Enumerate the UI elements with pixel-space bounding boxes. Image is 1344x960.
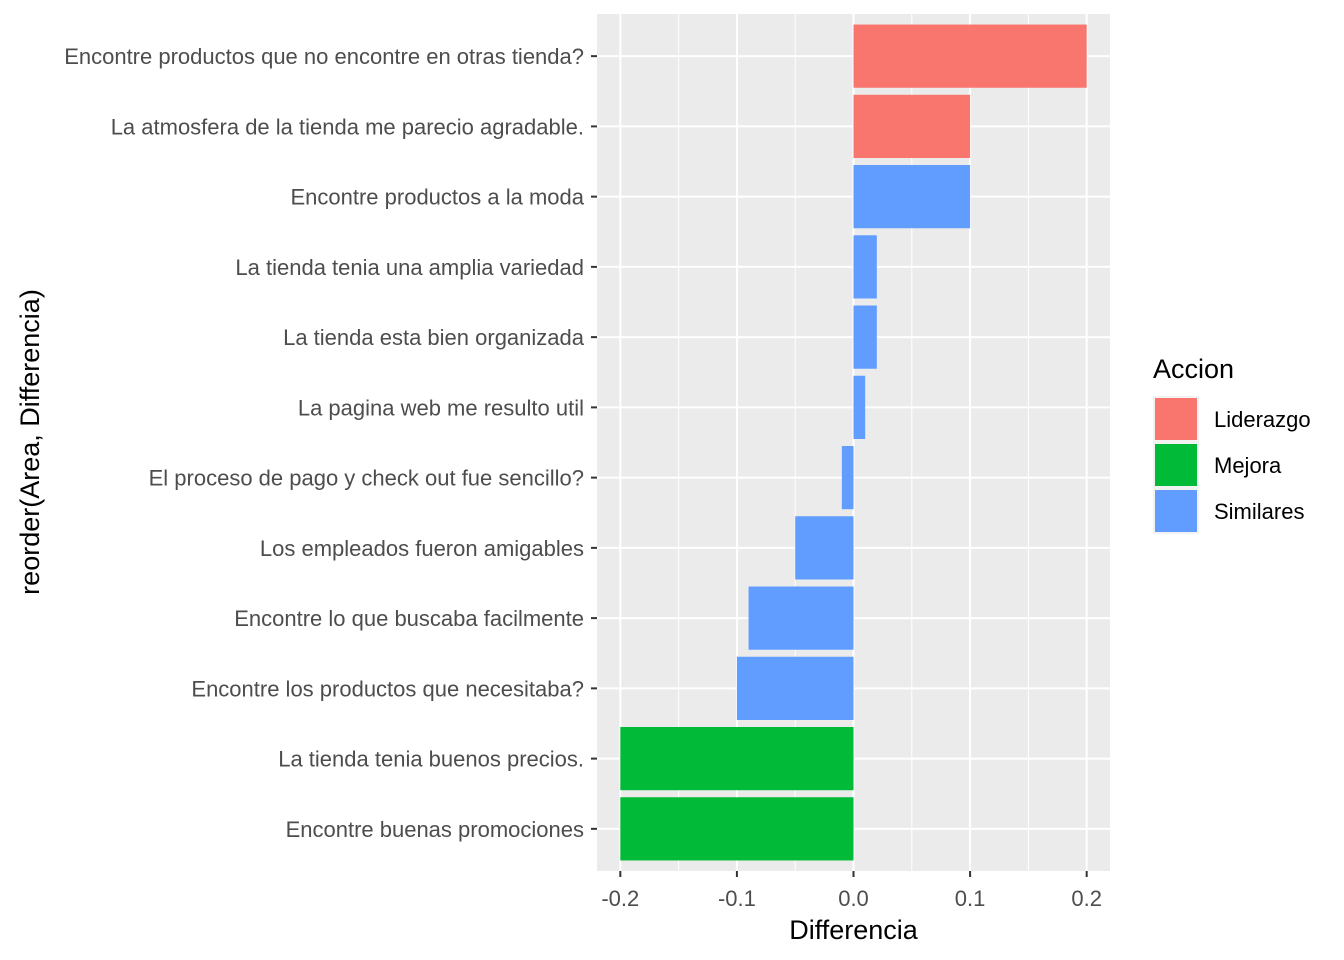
y-tick-label: Los empleados fueron amigables [260, 536, 584, 561]
bar-encontre-buenas-promociones [620, 797, 854, 861]
bar-la-atmosfera-de-la-tienda-me-parecio-agradable [853, 94, 971, 159]
y-tick-label: El proceso de pago y check out fue senci… [149, 466, 584, 491]
bar-encontre-productos-a-la-moda [853, 165, 971, 229]
y-tick-label: La tienda esta bien organizada [283, 325, 585, 350]
bar-la-tienda-tenia-buenos-precios [620, 726, 854, 791]
bars [620, 24, 1087, 861]
y-tick-label: La pagina web me resulto util [298, 395, 584, 420]
legend: Accion Liderazgo Mejora Similares [1153, 354, 1311, 534]
y-axis: Encontre productos que no encontre en ot… [64, 44, 597, 842]
legend-swatch-liderazgo [1155, 398, 1197, 440]
y-tick-label: Encontre los productos que necesitaba? [191, 676, 584, 701]
y-tick-label: Encontre productos que no encontre en ot… [64, 44, 584, 69]
bar-encontre-productos-que-no-encontre-en-otras-tienda [853, 24, 1087, 88]
y-tick-label: Encontre lo que buscaba facilmente [234, 606, 584, 631]
y-tick-label: La atmosfera de la tienda me parecio agr… [111, 114, 584, 139]
x-axis: -0.2 -0.1 0.0 0.1 0.2 [601, 871, 1102, 911]
bar-el-proceso-de-pago-y-check-out-fue-sencillo [841, 446, 854, 510]
x-tick-label: 0.2 [1071, 886, 1102, 911]
legend-swatch-mejora [1155, 444, 1197, 486]
legend-label-mejora: Mejora [1214, 453, 1282, 478]
x-tick-label: 0.1 [955, 886, 986, 911]
y-tick-label: La tienda tenia una amplia variedad [235, 255, 584, 280]
x-tick-label: -0.1 [718, 886, 756, 911]
x-tick-label: 0.0 [838, 886, 869, 911]
legend-label-similares: Similares [1214, 499, 1304, 524]
bar-la-pagina-web-me-resulto-util [853, 375, 866, 439]
bar-la-tienda-tenia-una-amplia-variedad [853, 235, 877, 299]
x-axis-title: Differencia [789, 915, 919, 945]
y-tick-label: Encontre buenas promociones [286, 817, 584, 842]
legend-swatch-similares [1155, 490, 1197, 532]
bar-encontre-lo-que-buscaba-facilmente [748, 586, 854, 650]
y-tick-label: Encontre productos a la moda [290, 185, 584, 210]
bar-encontre-los-productos-que-necesitaba [736, 656, 854, 720]
y-axis-title: reorder(Area, Differencia) [15, 289, 45, 595]
bar-la-tienda-esta-bien-organizada [853, 305, 877, 369]
legend-title: Accion [1153, 354, 1234, 384]
x-tick-label: -0.2 [601, 886, 639, 911]
y-tick-label: La tienda tenia buenos precios. [278, 747, 584, 772]
legend-label-liderazgo: Liderazgo [1214, 407, 1311, 432]
bar-los-empleados-fueron-amigables [795, 516, 854, 580]
